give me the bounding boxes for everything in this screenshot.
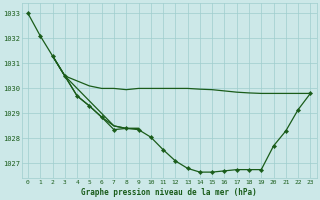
X-axis label: Graphe pression niveau de la mer (hPa): Graphe pression niveau de la mer (hPa) xyxy=(81,188,257,197)
